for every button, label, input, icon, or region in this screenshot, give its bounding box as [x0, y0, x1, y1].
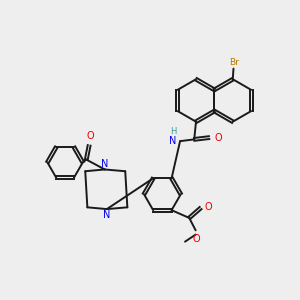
Text: N: N [103, 210, 110, 220]
Text: Br: Br [229, 58, 239, 67]
Text: H: H [170, 127, 176, 136]
Text: N: N [169, 136, 176, 146]
Text: O: O [214, 133, 222, 142]
Text: O: O [86, 131, 94, 141]
Text: O: O [204, 202, 212, 212]
Text: N: N [101, 159, 108, 169]
Text: O: O [193, 234, 200, 244]
